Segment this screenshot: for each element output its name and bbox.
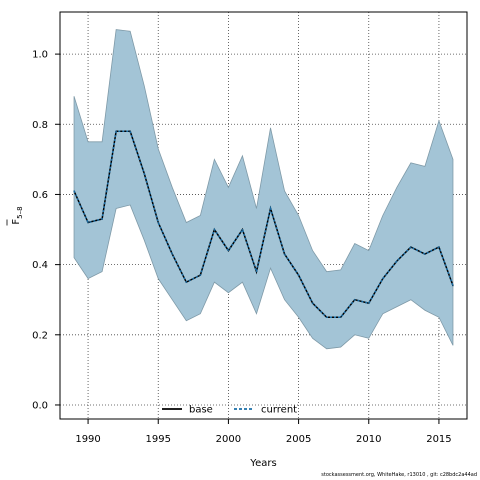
y-axis-label: F5–8 [6,206,24,226]
point-current-2016 [452,285,454,287]
band-area [73,29,454,350]
point-current-2001 [241,228,244,231]
point-current-2013 [410,246,412,248]
point-current-2011 [382,278,384,280]
x-tick-label: 1995 [146,434,171,445]
y-axis-label-sub: 5–8 [16,206,24,218]
point-current-2007 [326,316,328,318]
point-current-1991 [101,218,103,220]
y-axis: 0.0 0.2 0.4 0.6 0.8 1.0 [32,50,60,411]
x-tick-label: 1990 [75,434,100,445]
point-current-1997 [185,281,187,283]
point-current-2002 [255,271,258,273]
footer-note: stockassessment.org, WhiteHake, r13010 ,… [321,472,477,478]
x-tick-label: 2005 [286,434,311,445]
point-current-2015 [438,246,440,248]
point-current-1996 [171,253,173,255]
svg-text:F5–8: F5–8 [11,206,24,224]
point-current-2006 [312,302,314,304]
point-current-2004 [283,253,286,255]
point-current-2003 [269,207,272,210]
x-axis-label: Years [249,458,276,469]
series-line-current [73,130,454,318]
point-current-1998 [199,274,201,276]
plot-frame [59,11,468,420]
point-current-1990 [87,221,89,224]
point-current-2009 [354,299,356,301]
point-current-2005 [297,274,300,276]
point-current-2000 [227,249,230,252]
y-tick-label: 1.0 [32,50,48,61]
y-tick-label: 0.8 [32,120,48,131]
point-current-1992 [115,130,117,132]
confidence-band [73,29,454,350]
x-tick-label: 2000 [216,434,241,445]
legend-label-current: current [261,405,297,416]
series-points [73,130,454,318]
point-current-2008 [340,316,342,318]
x-axis: 1990 1995 2000 2005 2010 2015 [75,419,452,445]
y-axis-label-main: F [11,219,22,225]
point-current-1999 [213,228,215,231]
point-current-1993 [129,130,131,132]
legend-label-base: base [189,405,213,416]
y-tick-label: 0.2 [32,330,48,341]
point-current-2014 [424,253,426,255]
point-current-2010 [368,302,370,304]
x-tick-label: 2015 [426,434,451,445]
legend: base current [162,405,297,416]
y-tick-label: 0.6 [32,190,48,201]
point-current-2012 [396,260,398,262]
y-tick-label: 0.0 [32,400,48,411]
point-current-1995 [157,221,159,224]
x-tick-label: 2010 [356,434,381,445]
point-current-1994 [143,172,145,174]
series-lines [73,130,454,318]
point-current-1989 [73,190,75,192]
y-tick-label: 0.4 [32,260,48,271]
